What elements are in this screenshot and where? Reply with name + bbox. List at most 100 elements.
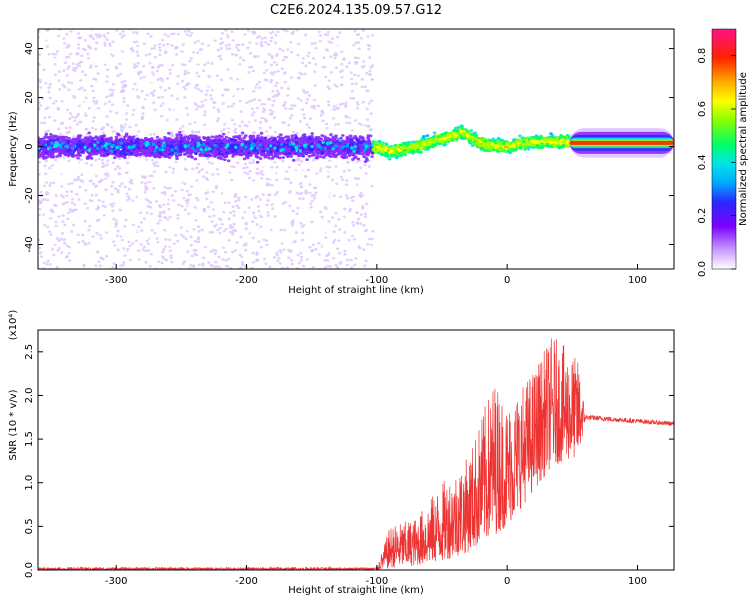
heatmap-cell [324,75,328,79]
heatmap-cell [124,112,129,115]
heatmap-cell [201,104,205,107]
heatmap-cell [239,271,242,274]
heatmap-cell [119,264,123,267]
heatmap-cell [147,180,152,184]
heatmap-cell [55,64,59,67]
heatmap-cell [234,229,238,233]
heatmap-cell [129,58,133,62]
heatmap-cell [201,175,206,178]
heatmap-cell [134,124,138,127]
heatmap-cell [132,66,137,69]
heatmap-cell [273,70,277,74]
heatmap-cell [56,249,60,252]
heatmap-cell [301,264,306,268]
heatmap-cell [195,166,199,170]
heatmap-cell [110,192,114,196]
heatmap-cell [57,183,61,186]
heatmap-cell [81,246,85,250]
heatmap-cell [128,192,132,196]
heatmap-cell [264,239,269,242]
heatmap-cell [270,203,274,206]
heatmap-cell [93,158,98,162]
heatmap-cell [272,99,276,103]
heatmap-cell [149,270,152,273]
heatmap-cell [226,68,230,71]
heatmap-cell [193,86,198,89]
heatmap-cell [274,84,278,87]
heatmap-cell [311,243,315,247]
heatmap-cell [300,20,303,23]
heatmap-cell [148,196,152,199]
heatmap-cell [308,191,312,195]
heatmap-cell [350,77,354,81]
heatmap-cell [189,235,193,239]
heatmap-cell [147,164,151,168]
heatmap-cell [104,65,109,68]
heatmap-cell [86,52,90,56]
heatmap-cell [94,47,98,51]
heatmap-cell [223,244,227,247]
heatmap-cell [269,262,273,266]
heatmap-cell [57,213,61,216]
heatmap-cell [168,249,172,253]
heatmap-cell [250,269,253,272]
heatmap-cell [41,75,46,78]
heatmap-cell [211,164,215,168]
heatmap-cell [326,100,330,103]
heatmap-cell [152,170,156,173]
heatmap-cell [192,248,196,252]
heatmap-cell [40,272,43,275]
heatmap-cell [244,242,248,245]
heatmap-cell [185,33,189,36]
heatmap-cell [180,50,184,53]
heatmap-cell [50,265,54,269]
heatmap-cell [76,233,80,237]
heatmap-cell [219,47,223,50]
heatmap-cell [290,136,295,140]
heatmap-cell [218,218,223,221]
heatmap-cell [267,52,271,56]
heatmap-cell [282,248,286,251]
heatmap-cell [238,105,243,109]
heatmap-cell [319,167,323,170]
heatmap-cell [286,48,290,51]
heatmap-cell [65,244,69,247]
heatmap-cell [148,133,153,136]
heatmap-cell [304,174,308,178]
heatmap-cell [160,78,164,81]
heatmap-cell [51,210,55,214]
heatmap-cell [366,43,370,47]
heatmap-cell [167,107,172,111]
heatmap-cell [103,205,108,209]
heatmap-cell [225,121,229,125]
heatmap-cell [149,252,153,256]
heatmap-cell [335,191,340,195]
heatmap-cell [38,30,41,33]
heatmap-cell [152,249,156,253]
heatmap-cell [284,78,288,82]
heatmap-cell [312,38,316,42]
heatmap-cell [343,75,347,79]
heatmap-cell [142,83,146,87]
heatmap-cell [179,226,183,229]
heatmap-cell [274,54,279,57]
heatmap-cell [184,237,188,241]
heatmap-cell [313,84,317,87]
heatmap-cell [297,163,301,166]
heatmap-cell [97,199,101,202]
heatmap-cell [101,131,106,135]
heatmap-cell [202,256,206,260]
heatmap-cell [40,238,45,241]
heatmap-cell [152,101,156,104]
heatmap-cell [92,96,96,100]
heatmap-cell [290,32,294,35]
heatmap-cell [264,40,268,44]
heatmap-cell [360,129,364,133]
heatmap-cell [120,238,124,242]
heatmap-cell [343,26,346,29]
heatmap-cell [282,103,287,107]
heatmap-cell [178,270,181,273]
heatmap-cell [332,230,336,234]
heatmap-cell [205,197,209,201]
